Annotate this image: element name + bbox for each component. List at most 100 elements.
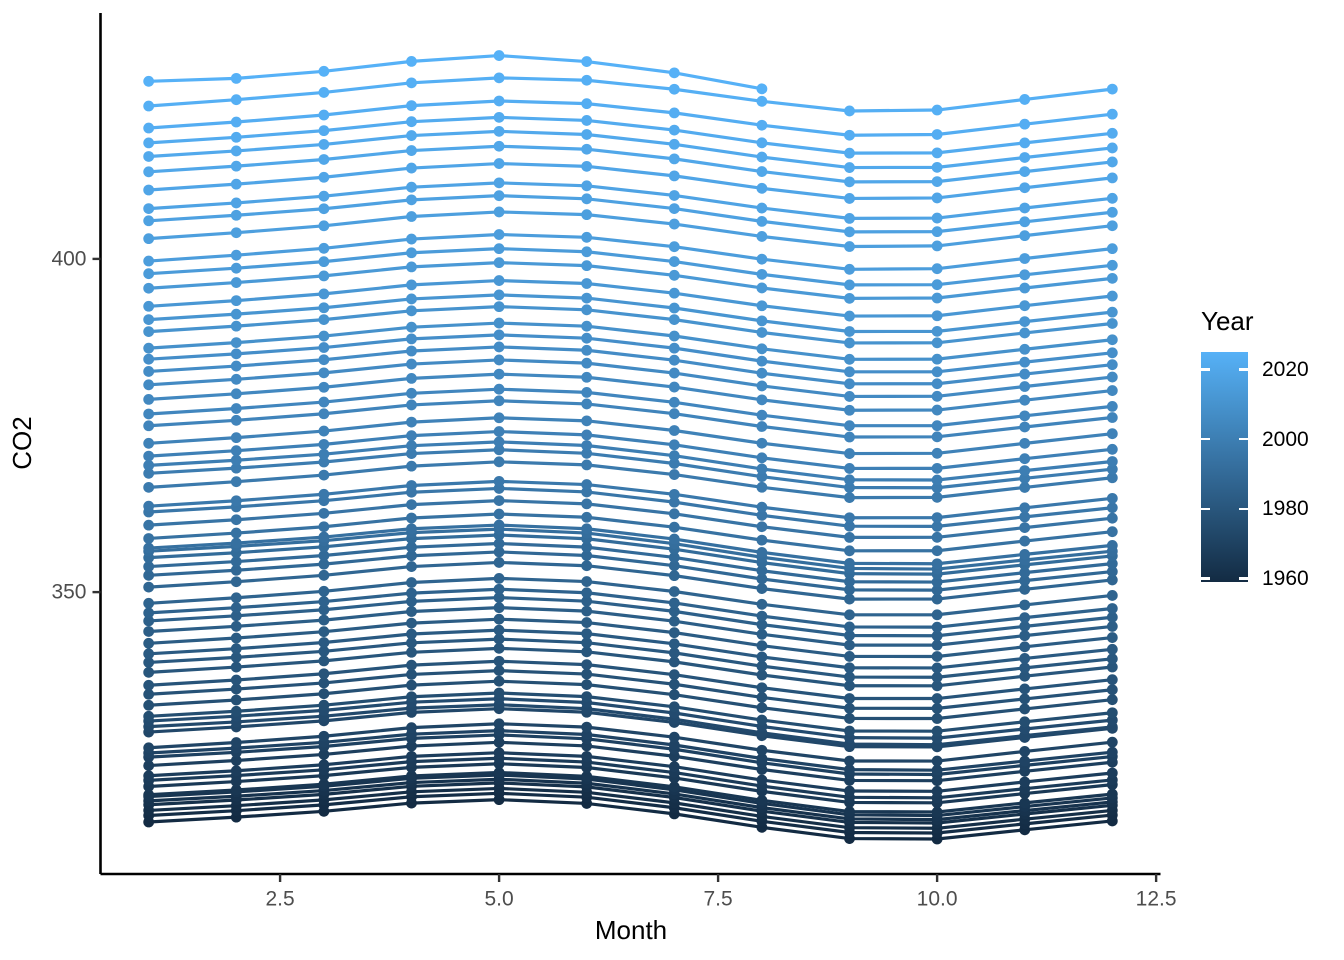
co2-line-1964 bbox=[148, 773, 1113, 818]
data-point bbox=[230, 94, 242, 106]
data-point bbox=[668, 638, 680, 650]
data-point bbox=[143, 314, 155, 326]
data-point bbox=[318, 109, 330, 121]
x-axis-title: Month bbox=[594, 915, 668, 945]
data-point bbox=[143, 760, 155, 771]
data-point bbox=[844, 662, 855, 674]
data-point bbox=[581, 260, 593, 272]
co2-line-2007 bbox=[148, 345, 1113, 386]
data-point bbox=[931, 366, 943, 378]
data-point bbox=[581, 292, 593, 304]
data-point bbox=[493, 275, 505, 286]
data-point bbox=[844, 725, 855, 737]
data-point bbox=[230, 737, 242, 748]
data-point bbox=[668, 354, 680, 366]
data-point bbox=[143, 615, 155, 627]
data-point bbox=[756, 651, 768, 663]
data-point bbox=[1106, 156, 1118, 168]
data-point bbox=[844, 593, 855, 605]
data-point bbox=[143, 648, 155, 660]
data-point bbox=[1019, 567, 1031, 579]
data-point bbox=[318, 448, 330, 460]
data-point bbox=[1106, 714, 1118, 726]
data-point bbox=[844, 310, 855, 322]
data-point bbox=[493, 426, 505, 437]
data-point bbox=[318, 87, 330, 98]
data-point bbox=[318, 190, 330, 202]
data-point bbox=[581, 498, 593, 510]
data-point bbox=[581, 398, 593, 410]
data-point bbox=[931, 353, 943, 365]
data-point bbox=[1019, 182, 1031, 194]
data-point bbox=[581, 721, 593, 733]
data-point bbox=[318, 408, 330, 420]
data-point bbox=[756, 202, 768, 214]
data-point bbox=[230, 602, 242, 614]
data-point bbox=[406, 430, 417, 442]
data-point bbox=[1106, 558, 1118, 570]
data-point bbox=[493, 519, 505, 531]
data-point bbox=[668, 256, 680, 267]
data-point bbox=[406, 628, 417, 640]
data-point bbox=[756, 282, 768, 294]
data-point bbox=[844, 785, 855, 797]
data-point bbox=[1106, 412, 1118, 423]
data-point bbox=[931, 240, 943, 252]
data-point bbox=[230, 765, 242, 777]
data-point bbox=[230, 674, 242, 686]
data-point bbox=[844, 292, 855, 304]
data-point bbox=[143, 581, 155, 593]
data-point bbox=[230, 209, 242, 221]
co2-line-1987 bbox=[148, 576, 1113, 617]
co2-line-2023 bbox=[148, 99, 1113, 137]
data-point bbox=[406, 523, 417, 535]
data-point bbox=[844, 764, 855, 776]
y-tick-label: 350 bbox=[51, 581, 86, 604]
data-point bbox=[406, 606, 417, 617]
data-point bbox=[318, 637, 330, 648]
data-point bbox=[493, 436, 505, 448]
data-point bbox=[143, 342, 155, 354]
data-point bbox=[143, 742, 155, 754]
data-point bbox=[581, 98, 593, 110]
data-point bbox=[756, 753, 768, 764]
data-point bbox=[668, 469, 680, 480]
data-point bbox=[406, 448, 417, 459]
data-point bbox=[143, 366, 155, 377]
data-point bbox=[756, 628, 768, 640]
data-point bbox=[230, 308, 242, 320]
data-point bbox=[581, 617, 593, 628]
co2-line-2022 bbox=[148, 115, 1113, 155]
co2-line-1966 bbox=[148, 762, 1113, 805]
data-point bbox=[493, 718, 505, 730]
data-point bbox=[230, 694, 242, 706]
data-point bbox=[1106, 192, 1118, 204]
data-point bbox=[406, 399, 417, 411]
data-point bbox=[581, 415, 593, 427]
data-point bbox=[493, 243, 505, 255]
data-point bbox=[406, 321, 417, 333]
co2-line-2011 bbox=[148, 293, 1113, 334]
data-point bbox=[931, 279, 943, 291]
data-point bbox=[493, 111, 505, 123]
data-point bbox=[844, 512, 855, 524]
data-point bbox=[318, 330, 330, 342]
data-point bbox=[143, 450, 155, 462]
data-point bbox=[844, 545, 855, 557]
data-point bbox=[1019, 653, 1031, 664]
data-point bbox=[844, 576, 855, 588]
data-point bbox=[581, 770, 593, 782]
data-point bbox=[668, 615, 680, 627]
data-point bbox=[493, 687, 505, 699]
data-point bbox=[581, 246, 593, 258]
data-point bbox=[844, 474, 855, 486]
data-point bbox=[493, 289, 505, 301]
data-point bbox=[756, 794, 768, 806]
co2-line-1997 bbox=[148, 479, 1113, 520]
co2-line-2000 bbox=[148, 440, 1113, 482]
data-point bbox=[931, 558, 943, 570]
data-point bbox=[1019, 797, 1031, 809]
data-point bbox=[406, 305, 417, 317]
data-point bbox=[931, 593, 943, 605]
